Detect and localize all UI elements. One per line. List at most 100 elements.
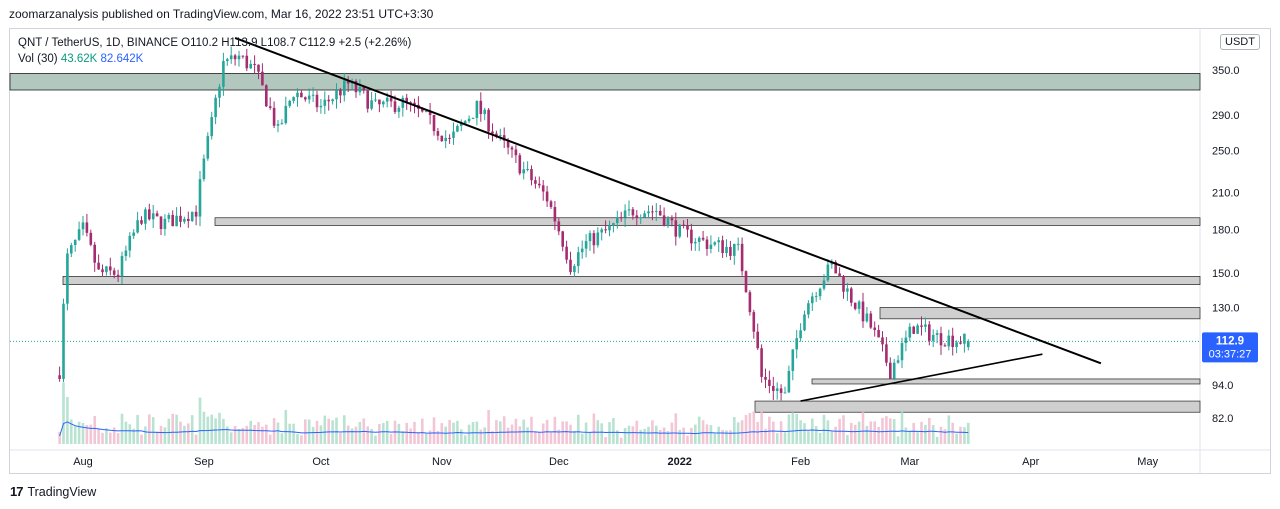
candle-body xyxy=(541,185,545,192)
price-tick-label: 250.0 xyxy=(1212,146,1240,158)
volume-bar xyxy=(717,426,720,444)
candle-body xyxy=(861,301,865,322)
candle-body xyxy=(924,324,927,327)
candle-body xyxy=(803,314,806,331)
candle-body xyxy=(674,220,678,237)
candle-body xyxy=(253,63,256,65)
candle-body xyxy=(413,102,416,105)
volume-bar xyxy=(612,418,615,444)
volume-bar xyxy=(167,418,171,444)
volume-bar xyxy=(538,432,541,444)
zone-1 xyxy=(214,217,1201,226)
volume-bar xyxy=(701,420,705,444)
volume-bar xyxy=(136,414,139,444)
volume-bar xyxy=(463,435,467,444)
volume-bar xyxy=(190,415,194,444)
candle-body xyxy=(335,90,338,100)
candle-body xyxy=(210,117,213,137)
candle-body xyxy=(596,232,600,246)
candle-body xyxy=(218,86,221,98)
candle-body xyxy=(323,99,327,106)
volume-bar xyxy=(514,418,518,444)
volume-bar xyxy=(73,426,77,444)
volume-bar xyxy=(479,429,483,444)
candle-body xyxy=(779,388,783,393)
volume-bars xyxy=(58,382,970,444)
candle-body xyxy=(600,229,603,233)
candle-body xyxy=(549,201,553,208)
candle-body xyxy=(818,288,822,297)
volume-bar xyxy=(803,423,806,444)
volume-bar xyxy=(795,413,798,444)
candle-body xyxy=(955,342,958,347)
candle-body xyxy=(857,301,861,309)
candle-body xyxy=(140,220,143,224)
candle-body xyxy=(241,55,245,57)
candle-body xyxy=(284,105,288,124)
volume-bar xyxy=(343,415,346,444)
candle-body xyxy=(452,131,455,138)
price-axis: 350.0 290.0 250.0 210.0 180.0 150.0 130.0 94.0 8… xyxy=(1212,65,1240,425)
candle-body xyxy=(202,158,206,180)
candle-body xyxy=(647,211,650,214)
candle-body xyxy=(502,135,506,141)
candle-body xyxy=(440,135,444,142)
candle-body xyxy=(261,71,264,86)
candle-body xyxy=(662,215,666,226)
volume-bar xyxy=(639,429,642,444)
volume-bar xyxy=(616,430,619,444)
price-tick-label: 210.0 xyxy=(1212,187,1240,199)
currency-badge[interactable]: USDT xyxy=(1220,34,1260,50)
volume-bar xyxy=(319,425,323,444)
candle-body xyxy=(491,131,494,134)
zone-4 xyxy=(811,378,1201,385)
candle-body xyxy=(206,136,210,159)
candle-body xyxy=(424,111,428,113)
volume-bar xyxy=(865,425,869,444)
candle-body xyxy=(432,115,436,132)
volume-bar xyxy=(105,428,108,444)
candle-body xyxy=(725,246,728,254)
volume-bar xyxy=(467,424,471,444)
candle-body xyxy=(799,330,802,339)
volume-bar xyxy=(834,426,837,444)
candle-body xyxy=(428,111,432,116)
volume-bar xyxy=(931,425,935,444)
candle-body xyxy=(842,275,845,292)
volume-bar xyxy=(226,426,229,444)
candle-body xyxy=(249,63,252,69)
volume-bar xyxy=(577,414,580,444)
candle-body xyxy=(561,231,564,247)
volume-bar xyxy=(658,430,662,444)
candle-body xyxy=(304,97,307,100)
candle-body xyxy=(66,253,69,304)
volume-bar xyxy=(253,424,256,444)
volume-bar xyxy=(261,426,264,444)
volume-bar xyxy=(444,426,447,444)
candle-body xyxy=(709,244,713,249)
chart-frame[interactable] xyxy=(9,28,1271,474)
candle-body xyxy=(869,313,873,328)
volume-bar xyxy=(666,431,670,444)
candle-body xyxy=(573,266,576,273)
candle-body xyxy=(694,241,697,244)
candle-body xyxy=(814,296,818,298)
candle-body xyxy=(569,259,572,273)
candle-body xyxy=(900,343,904,361)
candle-body xyxy=(448,137,451,139)
candle-body xyxy=(401,97,405,108)
candle-body xyxy=(70,245,73,254)
time-axis: Aug Sep Oct Nov Dec 2022 Feb Mar Apr May xyxy=(73,456,1158,468)
volume-bar xyxy=(553,416,557,444)
volume-bar xyxy=(807,431,810,444)
candle-body xyxy=(89,232,93,245)
candle-body xyxy=(721,240,724,254)
candle-body xyxy=(393,101,397,112)
volume-bar xyxy=(526,427,529,444)
volume-bar xyxy=(756,422,759,444)
candle-body xyxy=(752,312,756,332)
candle-body xyxy=(912,326,915,334)
candle-body xyxy=(943,345,947,347)
candle-body xyxy=(190,211,194,221)
